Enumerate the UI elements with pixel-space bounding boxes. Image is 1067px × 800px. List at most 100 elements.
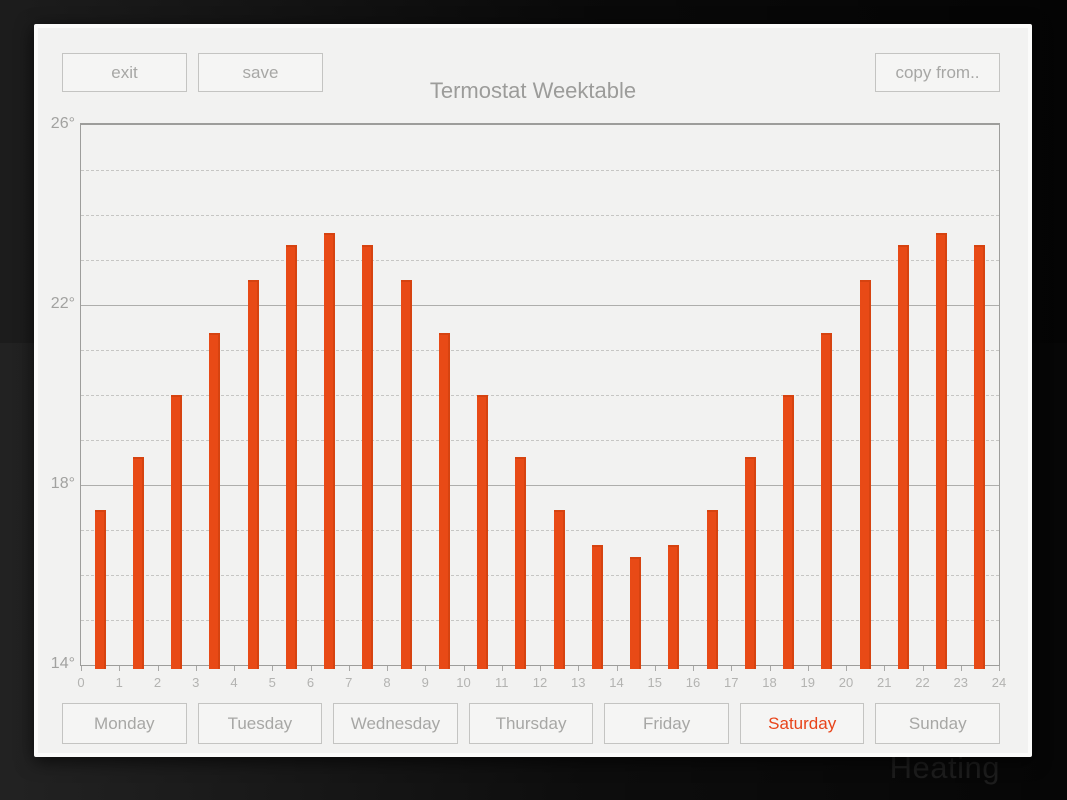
- x-axis-tick-label-9: 9: [421, 675, 429, 690]
- x-axis-tick-19: [807, 666, 809, 671]
- temperature-bar-hour-0[interactable]: [94, 509, 106, 669]
- temperature-bar-hour-2[interactable]: [171, 395, 183, 669]
- temperature-bar-hour-9[interactable]: [438, 332, 450, 669]
- x-axis-tick-label-18: 18: [762, 675, 777, 690]
- temperature-bar-hour-13[interactable]: [591, 544, 603, 669]
- x-axis-tick-7: [348, 666, 350, 671]
- temperature-bar-hour-3[interactable]: [209, 332, 221, 669]
- x-axis-tick-24: [999, 666, 1000, 671]
- x-axis-tick-label-13: 13: [571, 675, 586, 690]
- gridline-23deg: [81, 260, 999, 261]
- gridline-18deg: [81, 485, 999, 486]
- thermostat-weektable-panel: exit save Termostat Weektable copy from.…: [34, 24, 1032, 757]
- x-axis-tick-18: [769, 666, 771, 671]
- gridline-21deg: [81, 350, 999, 351]
- temperature-bar-hour-17[interactable]: [744, 457, 756, 669]
- x-axis-tick-label-5: 5: [268, 675, 276, 690]
- temperature-bar-hour-21[interactable]: [897, 245, 909, 669]
- gridline-20deg: [81, 395, 999, 396]
- panel-content: exit save Termostat Weektable copy from.…: [38, 28, 1028, 753]
- y-axis-label-18: 18°: [50, 475, 75, 492]
- temperature-bar-hour-7[interactable]: [362, 245, 374, 669]
- temperature-bar-hour-6[interactable]: [324, 233, 336, 669]
- day-tabs: Monday Tuesday Wednesday Thursday Friday Satu…: [62, 703, 1001, 744]
- x-axis-tick-label-0: 0: [77, 675, 85, 690]
- x-axis-tick-23: [960, 666, 962, 671]
- temperature-bar-hour-18[interactable]: [783, 395, 795, 669]
- day-tab-thursday[interactable]: Thursday: [468, 703, 594, 744]
- x-axis-tick-label-3: 3: [192, 675, 200, 690]
- temperature-bar-hour-14[interactable]: [630, 557, 642, 669]
- gridline-19deg: [81, 440, 999, 441]
- x-axis-tick-label-4: 4: [230, 675, 238, 690]
- x-axis-tick-2: [157, 666, 159, 671]
- x-axis-tick-label-1: 1: [115, 675, 123, 690]
- x-axis-tick-6: [310, 666, 312, 671]
- x-axis-tick-label-22: 22: [915, 675, 930, 690]
- x-axis-tick-15: [654, 666, 656, 671]
- temperature-bar-hour-20[interactable]: [859, 280, 871, 669]
- x-axis-tick-3: [195, 666, 197, 671]
- x-axis-tick-14: [616, 666, 618, 671]
- x-axis-tick-9: [425, 666, 427, 671]
- x-axis-tick-label-14: 14: [609, 675, 624, 690]
- page-title: Termostat Weektable: [429, 78, 637, 103]
- y-axis-label-14: 14°: [50, 655, 75, 672]
- x-axis-tick-label-15: 15: [647, 675, 662, 690]
- x-axis-tick-label-7: 7: [345, 675, 353, 690]
- x-axis-tick-label-16: 16: [685, 675, 701, 690]
- temperature-bar-hour-16[interactable]: [706, 509, 718, 669]
- copy-from-button[interactable]: copy from..: [875, 53, 1000, 92]
- temperature-bar-hour-12[interactable]: [553, 509, 565, 669]
- day-tab-tuesday[interactable]: Tuesday: [197, 703, 323, 744]
- temperature-bar-hour-19[interactable]: [821, 332, 833, 669]
- x-axis-tick-17: [731, 666, 733, 671]
- temperature-bar-hour-1[interactable]: [132, 457, 144, 669]
- temperature-bar-hour-8[interactable]: [400, 280, 412, 669]
- x-axis-tick-0: [81, 666, 82, 671]
- x-axis-tick-label-24: 24: [991, 675, 1007, 690]
- temperature-bar-hour-11[interactable]: [515, 457, 527, 669]
- x-axis-tick-1: [119, 666, 121, 671]
- x-axis-tick-label-12: 12: [532, 675, 548, 690]
- x-axis-tick-22: [922, 666, 924, 671]
- day-tab-friday[interactable]: Friday: [604, 703, 729, 744]
- save-button[interactable]: save: [198, 53, 323, 92]
- y-axis-label-26: 26°: [50, 115, 75, 132]
- x-axis-tick-10: [463, 666, 465, 671]
- temperature-bar-hour-10[interactable]: [477, 395, 489, 669]
- exit-button[interactable]: exit: [62, 53, 187, 92]
- temperature-bar-hour-5[interactable]: [285, 245, 297, 669]
- x-axis-tick-16: [693, 666, 694, 671]
- x-axis-tick-20: [846, 666, 847, 671]
- x-axis-tick-label-8: 8: [383, 675, 391, 690]
- day-tab-sunday[interactable]: Sunday: [875, 703, 1001, 744]
- day-tab-wednesday[interactable]: Wednesday: [333, 703, 458, 744]
- temperature-bar-hour-23[interactable]: [974, 245, 986, 669]
- x-axis-tick-label-23: 23: [953, 675, 968, 690]
- gridline-22deg: [81, 305, 999, 306]
- temperature-bar-hour-15[interactable]: [668, 544, 680, 669]
- x-axis-tick-21: [884, 666, 886, 671]
- x-axis-tick-13: [578, 666, 580, 671]
- x-axis-tick-11: [501, 666, 503, 671]
- x-axis-tick-label-10: 10: [456, 675, 471, 690]
- x-axis-tick-label-2: 2: [153, 675, 162, 690]
- x-axis-tick-5: [272, 666, 274, 671]
- x-axis-tick-8: [387, 666, 388, 671]
- day-tab-saturday[interactable]: Saturday: [739, 703, 865, 744]
- gridline-24deg: [81, 215, 999, 216]
- temperature-bar-hour-22[interactable]: [936, 233, 948, 669]
- chart-plot-area: 26° 22° 18° 14° 0 1 2 3 4 5 6 7 8 9 10 11 12 13 14 15 16 17 18…: [51, 115, 1006, 690]
- temperature-bar-hour-4[interactable]: [247, 280, 259, 669]
- day-tab-monday[interactable]: Monday: [62, 703, 187, 744]
- gridline-15deg: [81, 620, 999, 621]
- x-axis-tick-label-11: 11: [495, 675, 509, 690]
- gridline-25deg: [81, 170, 999, 171]
- x-axis-tick-4: [234, 666, 235, 671]
- gridline-16deg: [81, 575, 999, 576]
- x-axis-tick-label-19: 19: [800, 675, 815, 690]
- x-axis-tick-label-20: 20: [838, 675, 854, 690]
- x-axis-tick-label-17: 17: [724, 675, 739, 690]
